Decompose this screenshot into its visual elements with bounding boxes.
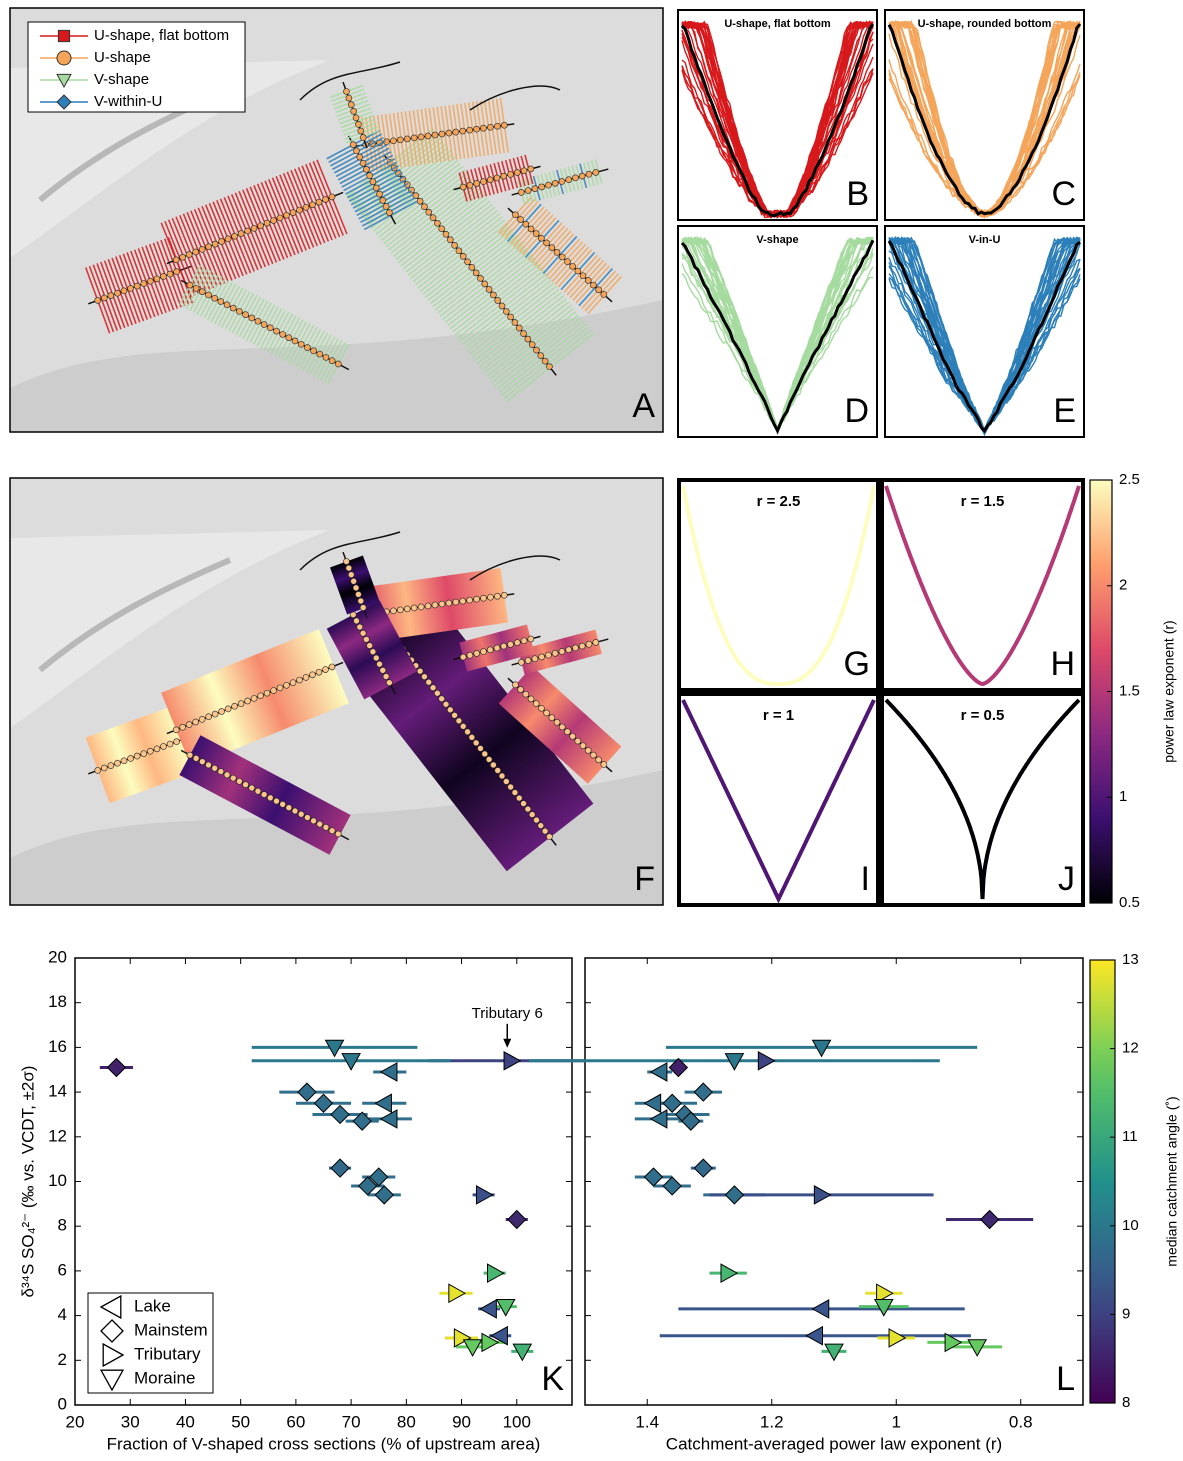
x-tick-label: 40 — [176, 1412, 195, 1431]
colorbar-tick-label: 1 — [1119, 788, 1127, 805]
legend-label: Mainstem — [134, 1320, 208, 1339]
power-curve — [886, 700, 1079, 899]
colorbar-tick-label: 2 — [1119, 577, 1127, 594]
y-tick-label: 12 — [48, 1126, 67, 1145]
legend-label: Tributary — [134, 1344, 201, 1363]
legend-marker — [57, 51, 71, 65]
panel-label: E — [1053, 392, 1076, 430]
panel-title: r = 1.5 — [961, 493, 1005, 510]
panel-label: C — [1051, 175, 1076, 213]
panel-label: F — [634, 860, 655, 898]
panel-title: r = 1 — [763, 707, 794, 724]
y-tick-label: 0 — [58, 1394, 67, 1413]
colorbar-tick-label: 13 — [1122, 951, 1139, 968]
x-tick-label: 80 — [397, 1412, 416, 1431]
legend-label: V-within-U — [94, 93, 162, 110]
y-tick-label: 16 — [48, 1037, 67, 1056]
profile-line — [682, 66, 873, 218]
profile-line — [889, 238, 1080, 431]
panel-label: H — [1050, 645, 1075, 683]
colorbar-label: power law exponent (r) — [1161, 620, 1177, 762]
colorbar-tick-label: 10 — [1122, 1217, 1139, 1234]
y-tick-label: 4 — [58, 1305, 67, 1324]
x-tick-label: 70 — [342, 1412, 361, 1431]
x-axis-label: Fraction of V-shaped cross sections (% o… — [107, 1434, 541, 1453]
legend-marker — [58, 30, 69, 41]
panel-title: r = 2.5 — [757, 493, 801, 510]
panel-title: r = 0.5 — [961, 707, 1005, 724]
plot-area — [585, 958, 1083, 1405]
panel-title: U-shape, flat bottom — [724, 18, 831, 30]
profile-line — [682, 66, 873, 217]
x-tick-label: 1.4 — [635, 1412, 659, 1431]
map — [10, 478, 663, 905]
colorbar-tick-label: 2.5 — [1119, 471, 1140, 488]
profiles — [889, 237, 1080, 434]
y-tick-label: 20 — [48, 947, 67, 966]
panel-label: L — [1056, 1360, 1075, 1398]
colorbar-tick-label: 11 — [1122, 1128, 1138, 1145]
y-axis-label: δ³⁴S SO₄²⁻ (‰ vs. VCDT, ±2σ) — [18, 1066, 37, 1298]
panel-label: K — [541, 1360, 564, 1398]
x-tick-label: 1 — [892, 1412, 901, 1431]
x-tick-label: 30 — [121, 1412, 140, 1431]
colorbar-tick-label: 8 — [1122, 1394, 1130, 1411]
figure: U-shape, flat bottom U-shape V-shape V-with… — [0, 0, 1183, 1456]
panel-title: V-in-U — [969, 234, 1001, 246]
x-axis-label: Catchment-averaged power law exponent (r… — [666, 1434, 1002, 1453]
panel-label: G — [844, 645, 870, 683]
y-tick-label: 10 — [48, 1171, 67, 1190]
annotation: Tributary 6 — [472, 1005, 543, 1022]
y-tick-label: 2 — [58, 1350, 67, 1369]
x-tick-label: 20 — [66, 1412, 85, 1431]
colorbar-label: median catchment angle (˚) — [1164, 1096, 1180, 1266]
panel-label: D — [844, 392, 869, 430]
panel-label: A — [632, 387, 655, 425]
x-tick-label: 1.2 — [760, 1412, 784, 1431]
legend-label: U-shape, flat bottom — [94, 27, 229, 44]
y-tick-label: 14 — [48, 1082, 67, 1101]
profiles — [682, 21, 873, 217]
frame — [679, 694, 878, 905]
colorbar-tick-label: 0.5 — [1119, 894, 1140, 911]
y-tick-label: 18 — [48, 992, 67, 1011]
x-tick-label: 0.8 — [1009, 1412, 1033, 1431]
profile-line — [682, 22, 873, 217]
panel-title: U-shape, rounded bottom — [918, 18, 1052, 30]
panel-label: B — [846, 175, 869, 213]
panel-title: V-shape — [756, 234, 798, 246]
legend-label: Lake — [134, 1296, 171, 1315]
colorbar-tick-label: 12 — [1122, 1040, 1139, 1057]
legend-label: Moraine — [134, 1368, 195, 1387]
x-tick-label: 100 — [503, 1412, 531, 1431]
legend-label: V-shape — [94, 71, 149, 88]
legend-label: U-shape — [94, 49, 151, 66]
panel-label: J — [1058, 860, 1075, 898]
colorbar — [1090, 960, 1115, 1403]
x-tick-label: 60 — [286, 1412, 305, 1431]
x-tick-label: 90 — [452, 1412, 471, 1431]
colorbar-tick-label: 1.5 — [1119, 682, 1140, 699]
x-tick-label: 50 — [231, 1412, 250, 1431]
y-tick-label: 8 — [58, 1216, 67, 1235]
colorbar-tick-label: 9 — [1122, 1305, 1130, 1322]
page: U-shape, flat bottom U-shape V-shape V-with… — [0, 0, 1183, 1461]
panel-label: I — [861, 860, 870, 898]
y-tick-label: 6 — [58, 1260, 67, 1279]
power-curve — [683, 700, 874, 899]
